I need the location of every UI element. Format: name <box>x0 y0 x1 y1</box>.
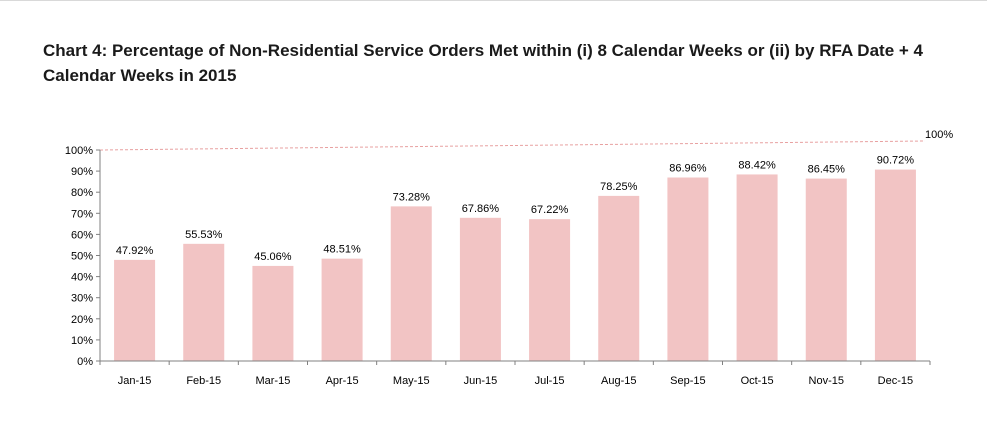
top-divider <box>0 0 987 1</box>
x-tick-label: Feb-15 <box>186 375 221 387</box>
y-tick-label: 90% <box>71 166 93 178</box>
data-label: 86.96% <box>669 163 707 175</box>
bar-jul-15 <box>529 219 571 361</box>
data-label: 67.86% <box>462 203 500 215</box>
data-label: 55.53% <box>185 229 223 241</box>
bar-apr-15 <box>321 258 363 361</box>
x-tick-label: Jan-15 <box>118 375 152 387</box>
y-tick-label: 40% <box>71 272 93 284</box>
bar-mar-15 <box>252 265 294 361</box>
axes-group <box>96 149 931 365</box>
y-tick-label: 60% <box>71 229 93 241</box>
y-tick-label: 10% <box>71 335 93 347</box>
bar-jan-15 <box>114 259 156 361</box>
x-tick-label: Dec-15 <box>878 375 913 387</box>
data-label: 45.06% <box>254 251 292 263</box>
x-tick-label: Oct-15 <box>741 375 774 387</box>
y-tick-label: 50% <box>71 251 93 263</box>
bar-may-15 <box>390 206 432 361</box>
bar-feb-15 <box>183 243 225 361</box>
data-label: 88.42% <box>738 159 776 171</box>
bar-sep-15 <box>667 177 709 361</box>
data-label: 67.22% <box>531 204 569 216</box>
x-tick-label: Apr-15 <box>326 375 359 387</box>
bars-group <box>114 169 916 361</box>
bar-nov-15 <box>805 178 847 361</box>
data-label: 78.25% <box>600 181 638 193</box>
data-label: 48.51% <box>323 244 361 256</box>
y-tick-label: 80% <box>71 187 93 199</box>
bar-dec-15 <box>874 169 916 361</box>
x-tick-label: Jul-15 <box>535 375 565 387</box>
data-label: 73.28% <box>393 191 431 203</box>
y-tick-label: 0% <box>77 356 93 368</box>
data-label: 47.92% <box>116 245 154 257</box>
bar-jun-15 <box>459 217 501 361</box>
y-tick-label: 30% <box>71 293 93 305</box>
data-label: 86.45% <box>808 164 846 176</box>
x-tick-label: Jun-15 <box>464 375 498 387</box>
reference-line <box>99 140 926 151</box>
x-tick-label: Sep-15 <box>670 375 705 387</box>
y-tick-label: 100% <box>65 145 93 157</box>
y-tick-label: 70% <box>71 208 93 220</box>
bar-aug-15 <box>598 195 640 361</box>
x-tick-label: Mar-15 <box>255 375 290 387</box>
bar-oct-15 <box>736 174 778 361</box>
labels-group: 47.92% Jan-15 55.53% Feb-15 45.06% Mar-15 48.5… <box>65 145 914 387</box>
x-tick-label: Aug-15 <box>601 375 636 387</box>
chart-title: Chart 4: Percentage of Non-Residential S… <box>43 41 923 85</box>
y-tick-label: 20% <box>71 314 93 326</box>
reference-line-group: 100% <box>99 129 953 151</box>
x-tick-label: May-15 <box>393 375 430 387</box>
reference-line-label: 100% <box>925 129 953 141</box>
data-label: 90.72% <box>877 155 915 167</box>
x-tick-label: Nov-15 <box>809 375 844 387</box>
